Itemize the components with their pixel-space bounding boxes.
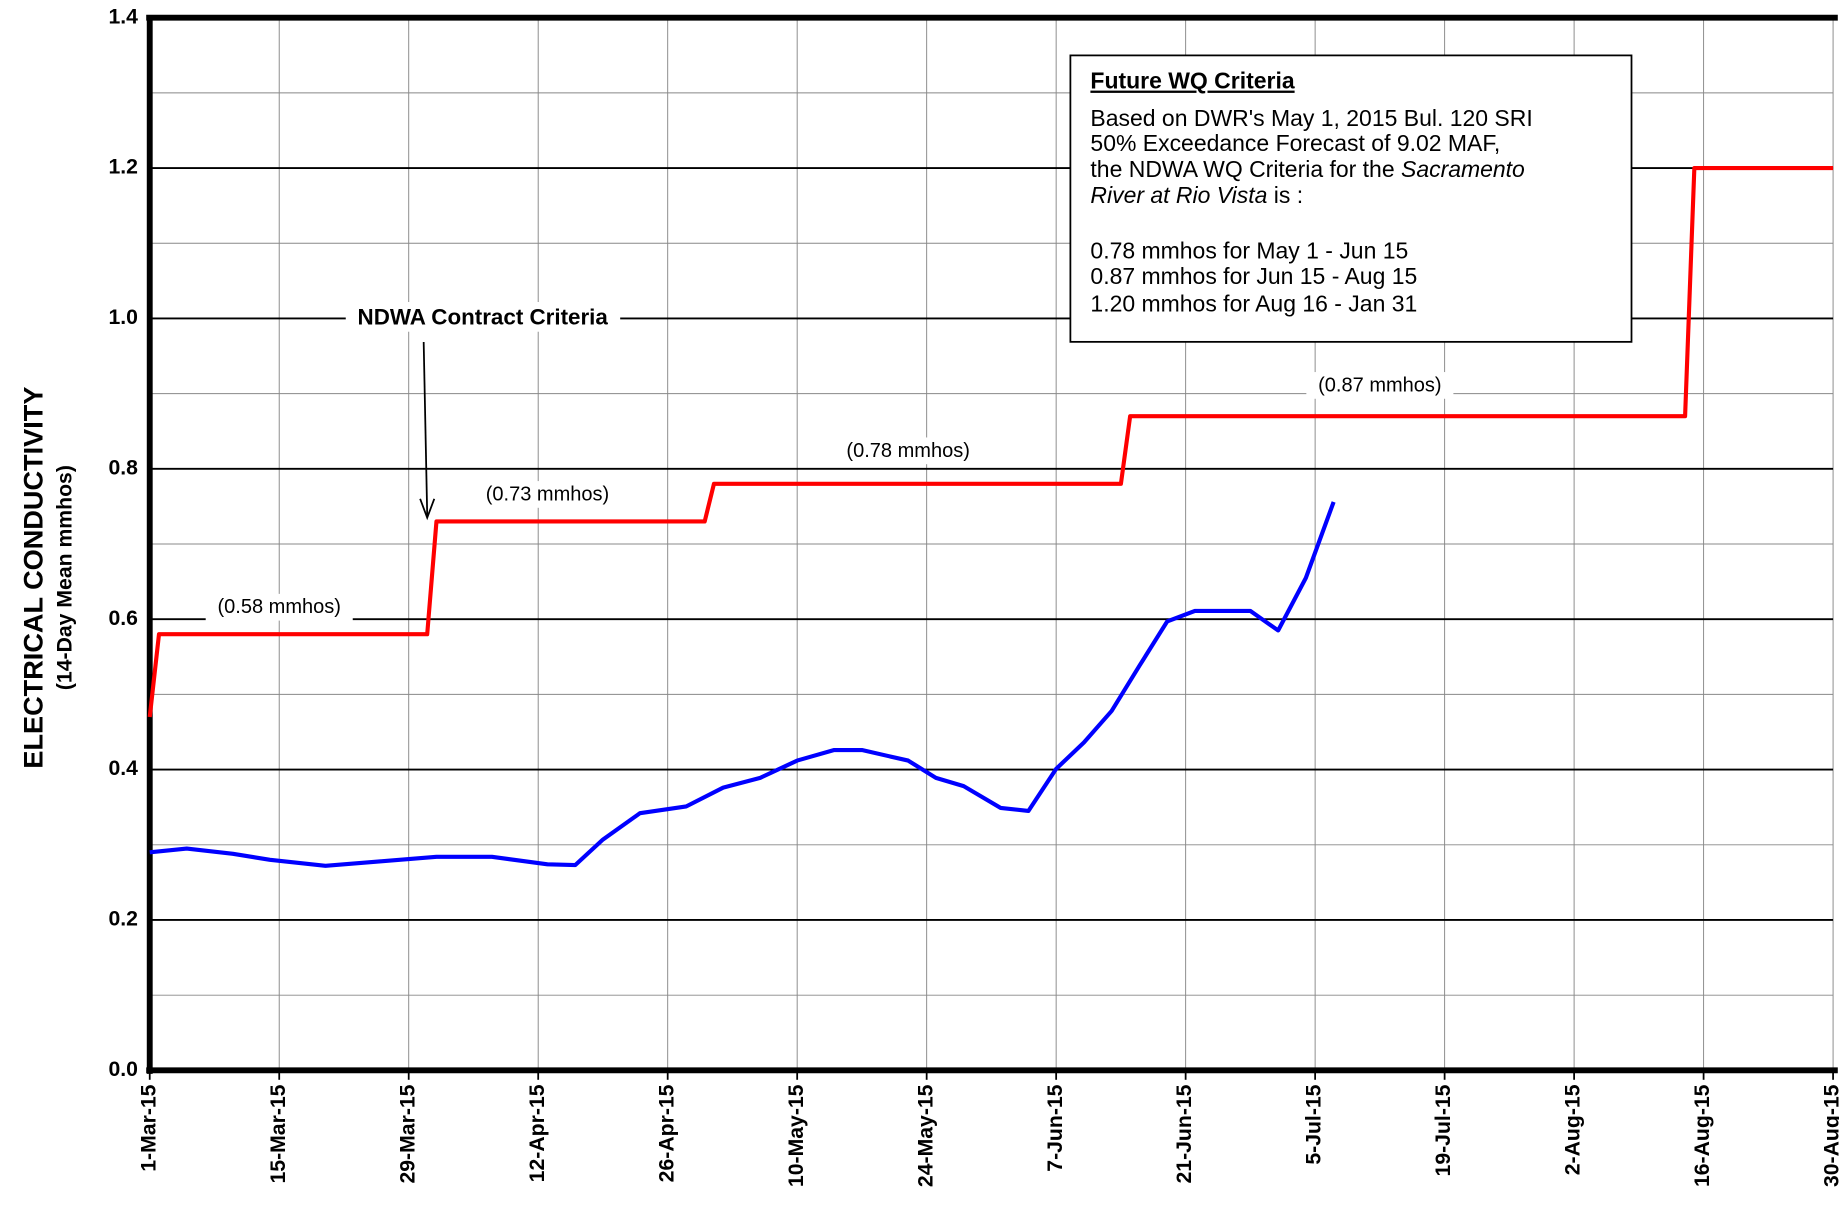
info-box-text: 50% Exceedance Forecast of 9.02 MAF, <box>1090 130 1500 156</box>
annotation-bg <box>473 481 621 508</box>
info-box-text: is : <box>1267 182 1303 208</box>
y-tick-label: 0.4 <box>108 757 138 780</box>
info-box-line: 0.78 mmhos for May 1 - Jun 15 <box>1090 237 1408 263</box>
info-box-text: 0.78 mmhos for May 1 - Jun 15 <box>1090 237 1408 263</box>
x-tick-label: 19-Jul-15 <box>1432 1084 1455 1176</box>
info-box-line: River at Rio Vista is : <box>1090 182 1303 208</box>
y-tick-label: 0.6 <box>108 607 138 630</box>
info-box-line: 50% Exceedance Forecast of 9.02 MAF, <box>1090 130 1500 156</box>
info-box-title: Future WQ Criteria <box>1090 68 1294 94</box>
info-box-line: Based on DWR's May 1, 2015 Bul. 120 SRI <box>1090 105 1532 131</box>
x-tick-label: 15-Mar-15 <box>267 1084 290 1183</box>
info-box-text: 1.20 mmhos for Aug 16 - Jan 31 <box>1090 290 1417 316</box>
line-series <box>147 166 1834 718</box>
info-box-line: 0.87 mmhos for Jun 15 - Aug 15 <box>1090 263 1417 289</box>
annotation: (0.87 mmhos) <box>1318 374 1441 396</box>
info-box-text: River at Rio Vista <box>1090 182 1267 208</box>
annotation-bg <box>834 437 982 465</box>
x-tick-label: 30-Aug-15 <box>1821 1084 1839 1187</box>
x-tick-label: 10-May-15 <box>785 1084 808 1187</box>
x-tick-label: 26-Apr-15 <box>655 1084 678 1182</box>
x-tick-label: 29-Mar-15 <box>396 1084 419 1183</box>
callout: NDWA Contract Criteria <box>358 304 609 329</box>
x-tick-label: 5-Jul-15 <box>1303 1084 1326 1164</box>
x-tick-label: 21-Jun-15 <box>1173 1084 1196 1183</box>
info-box-line: the NDWA WQ Criteria for the Sacramento <box>1090 156 1525 182</box>
info-box-line: 1.20 mmhos for Aug 16 - Jan 31 <box>1090 290 1417 316</box>
annotation: (0.73 mmhos) <box>486 483 609 505</box>
y-axis-label: ELECTRICAL CONDUCTIVITY <box>18 387 49 769</box>
x-tick-label: 24-May-15 <box>914 1084 937 1187</box>
line-series <box>149 501 1336 868</box>
callout-arrowhead <box>419 498 436 521</box>
x-tick-label: 16-Aug-15 <box>1691 1084 1714 1187</box>
y-tick-label: 0.0 <box>108 1058 137 1081</box>
y-tick-label: 1.2 <box>108 156 137 179</box>
y-tick-label: 0.2 <box>108 908 137 931</box>
callout-arrow <box>422 342 429 516</box>
annotation-bg <box>205 593 353 621</box>
annotation: (0.58 mmhos) <box>217 596 340 618</box>
x-tick-label: 7-Jun-15 <box>1044 1084 1067 1171</box>
y-tick-label: 1.4 <box>108 5 138 28</box>
info-box <box>1069 54 1633 343</box>
info-box-text: Based on DWR's May 1, 2015 Bul. 120 SRI <box>1090 105 1532 131</box>
x-tick-label: 12-Apr-15 <box>526 1084 549 1182</box>
info-box-text: Sacramento <box>1401 156 1525 182</box>
annotation: (0.78 mmhos) <box>846 440 969 462</box>
y-tick-label: 1.0 <box>108 306 137 329</box>
callout-bg <box>345 302 621 332</box>
x-tick-label: 2-Aug-15 <box>1562 1084 1585 1175</box>
x-tick-label: 1-Mar-15 <box>137 1084 160 1171</box>
y-axis-sublabel: (14-Day Mean mmhos) <box>54 465 77 690</box>
info-box-text: the NDWA WQ Criteria for the <box>1090 156 1401 182</box>
info-box-text: 0.87 mmhos for Jun 15 - Aug 15 <box>1090 263 1417 289</box>
y-tick-label: 0.8 <box>108 456 138 479</box>
annotation-bg <box>1306 372 1454 399</box>
